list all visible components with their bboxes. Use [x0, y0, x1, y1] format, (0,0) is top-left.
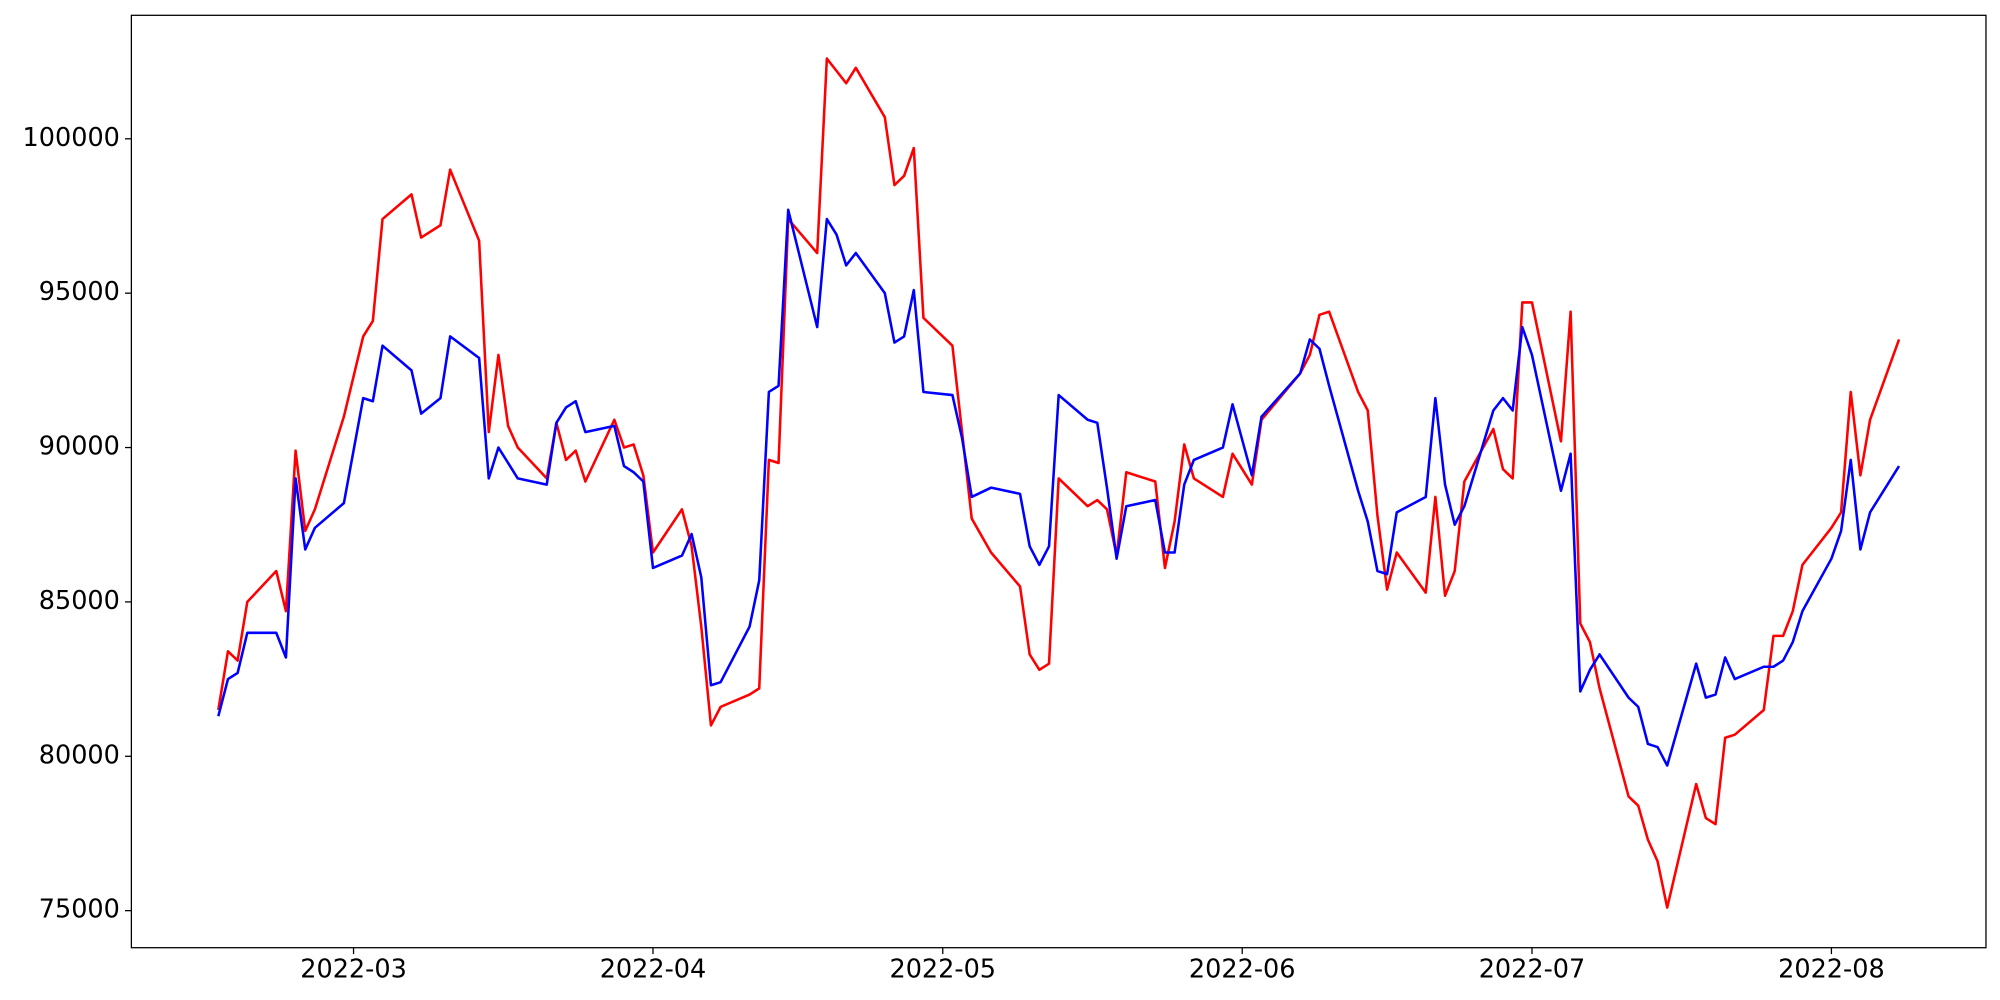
y-tick-label: 75000 [39, 895, 120, 925]
data-line [217, 57, 1901, 909]
x-tick-label: 2022-07 [1479, 955, 1586, 985]
y-tick-label: 95000 [39, 277, 120, 307]
plot-frame [130, 14, 1987, 949]
y-tick-label: 85000 [39, 586, 120, 616]
x-tick-label: 2022-05 [889, 955, 996, 985]
y-tick-label: 100000 [23, 123, 120, 153]
x-tick-label: 2022-08 [1778, 955, 1885, 985]
x-tick-label: 2022-06 [1189, 955, 1296, 985]
y-tick-label: 80000 [39, 740, 120, 770]
data-line [217, 208, 1901, 767]
x-tick-label: 2022-03 [300, 955, 407, 985]
y-tick-label: 90000 [39, 432, 120, 462]
x-tick-label: 2022-04 [600, 955, 707, 985]
